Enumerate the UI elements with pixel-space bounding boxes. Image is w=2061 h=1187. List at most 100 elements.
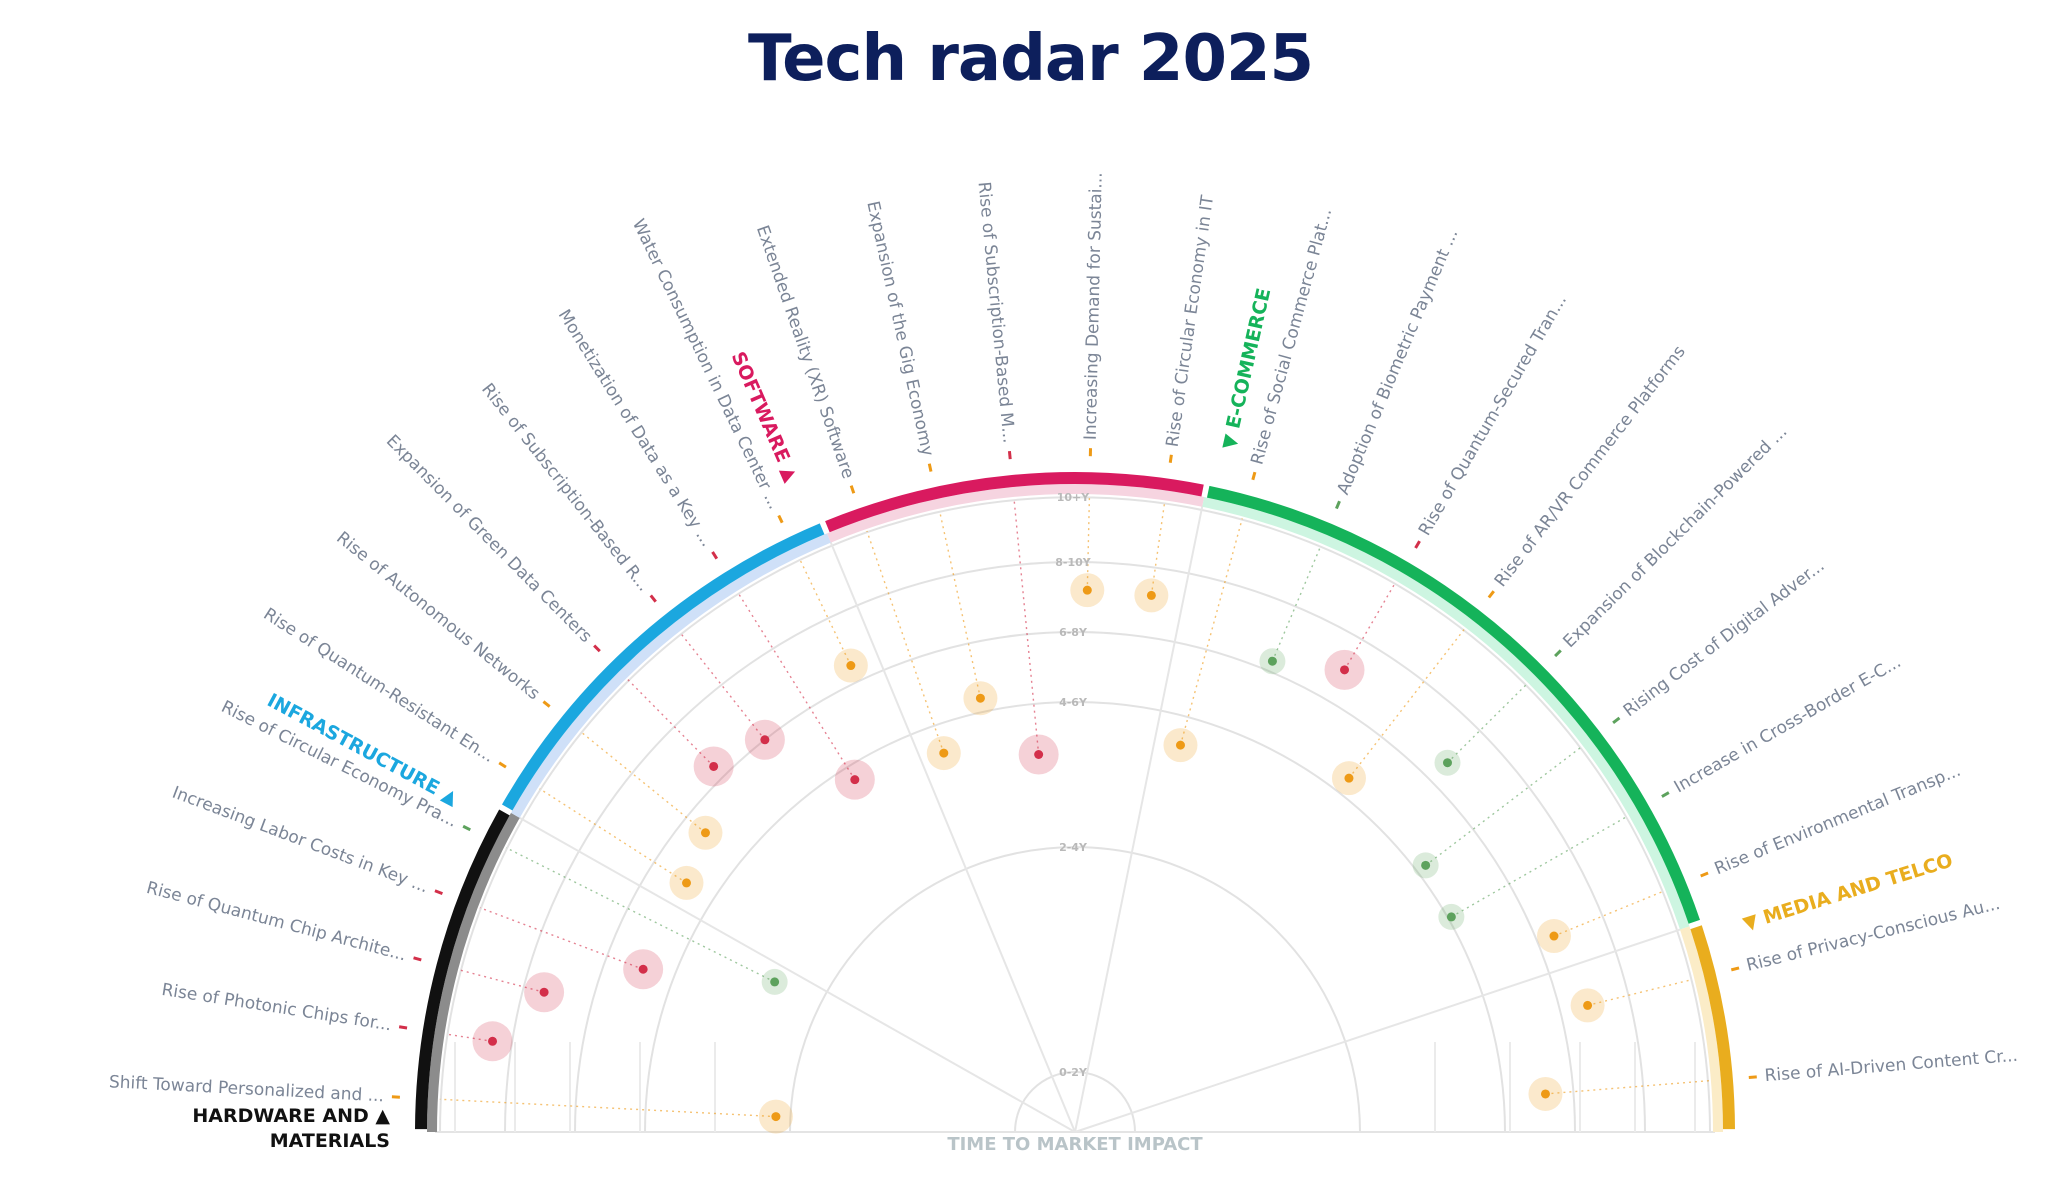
trend-dot	[1175, 740, 1185, 750]
ring-label-5: 10+Y	[1057, 491, 1091, 504]
trend-dot	[1082, 585, 1092, 595]
trend-label: Shift Toward Personalized and ...	[108, 1072, 384, 1106]
trend-label: Rising Cost of Digital Adver...	[1620, 556, 1829, 721]
trend-tick	[542, 700, 551, 708]
trend-leader	[938, 510, 982, 699]
axis-label: TIME TO MARKET IMPACT	[947, 1134, 1203, 1155]
trend-tick	[711, 551, 719, 560]
page-title: Tech radar 2025	[747, 22, 1314, 96]
sector-label-hardware: MATERIALS	[270, 1130, 390, 1152]
trend-dot	[488, 1036, 498, 1046]
trend-leader	[1343, 582, 1397, 671]
trend-dot	[709, 761, 719, 771]
trend-label: Adoption of Biometric Payment ...	[1333, 226, 1462, 498]
trend-label: Rise of Circular Economy in IT	[1163, 194, 1219, 449]
trend-tick	[1007, 451, 1012, 460]
trend-leader	[1271, 545, 1322, 662]
trend-label: Rise of AI-Driven Content Cr...	[1764, 1046, 2019, 1086]
ring-label-2: 4-6Y	[1059, 696, 1088, 709]
trend-label: Rise of Photonic Chips for...	[160, 980, 393, 1035]
trend-leader	[1425, 746, 1582, 866]
trend-dot	[771, 1112, 781, 1122]
trend-dot	[760, 735, 770, 745]
trend-dot	[770, 977, 780, 987]
spoke-2	[829, 540, 1076, 1133]
sector-band-2	[827, 483, 1205, 543]
sector-band-1	[511, 533, 831, 818]
spoke-4	[1074, 927, 1683, 1133]
trend-dot	[1421, 860, 1431, 870]
trend-tick	[649, 594, 657, 603]
ring-label-4: 8-10Y	[1055, 556, 1092, 569]
trend-leader	[1013, 498, 1040, 755]
trend-dots	[472, 573, 1605, 1134]
sector-band-0	[427, 812, 520, 1132]
trend-leader	[679, 632, 766, 741]
trend-tick	[1168, 454, 1173, 463]
trend-tick	[462, 824, 471, 832]
trend-dot	[539, 987, 549, 997]
trend-leader	[1179, 518, 1243, 746]
ring-label-0: 0-2Y	[1059, 1066, 1088, 1079]
trend-leader	[627, 679, 715, 767]
trend-label: Increase in Cross-Border E-C...	[1671, 652, 1905, 797]
trend-dot	[1146, 590, 1156, 600]
trend-dot	[1540, 1089, 1550, 1099]
sector-band-4	[1680, 926, 1723, 1132]
ring-label-1: 2-4Y	[1059, 841, 1088, 854]
ring-labels: 0-2Y 2-4Y 4-6Y 6-8Y 8-10Y 10+Y	[1055, 491, 1092, 1079]
trend-leader	[798, 558, 852, 666]
trend-dot	[1549, 931, 1559, 941]
trend-tick	[1730, 966, 1740, 972]
trend-tick	[1335, 500, 1341, 510]
trend-dot	[1034, 749, 1044, 759]
sector-arc-4	[1690, 925, 1735, 1130]
trend-dot	[939, 748, 949, 758]
trend-label: Rise of Quantum-Secured Tran...	[1415, 291, 1571, 539]
sector-band-3	[1202, 497, 1690, 930]
trend-tick	[1748, 1075, 1757, 1079]
trend-leader	[1150, 502, 1166, 596]
trend-leader	[1587, 978, 1693, 1007]
ring-0	[1014, 1071, 1136, 1133]
trend-dot	[1446, 912, 1456, 922]
spoke-3	[1074, 504, 1204, 1133]
trend-tick	[1700, 871, 1709, 878]
ring-4	[504, 561, 1646, 1133]
trend-tick	[593, 644, 601, 653]
trend-dot	[1442, 758, 1452, 768]
ring-3	[574, 631, 1576, 1133]
trend-tick	[1414, 540, 1421, 549]
trend-leader	[1446, 683, 1528, 764]
trend-tick	[1487, 590, 1495, 599]
trend-tick	[1251, 471, 1257, 481]
trend-dot	[638, 964, 648, 974]
trend-leader	[505, 847, 775, 983]
trend-dot	[846, 661, 856, 671]
trend-tick	[1612, 716, 1621, 725]
trend-labels: Shift Toward Personalized and ... Rise of…	[108, 172, 2018, 1106]
ring-label-3: 6-8Y	[1059, 626, 1088, 639]
trend-tick	[849, 485, 856, 494]
ring-1	[789, 846, 1361, 1133]
trend-dot	[1267, 656, 1277, 666]
trend-leader	[1086, 496, 1091, 591]
ring-2	[644, 701, 1506, 1133]
radar-rings	[435, 496, 1715, 1133]
spoke-1	[517, 815, 1076, 1133]
trend-leaders	[391, 448, 1757, 1118]
trend-tick	[398, 1025, 408, 1030]
trend-leader	[580, 731, 706, 834]
trend-tick	[1661, 791, 1670, 798]
trend-label: Increasing Demand for Sustai...	[1081, 172, 1107, 440]
trend-leader	[446, 1033, 493, 1042]
trend-dot	[681, 878, 691, 888]
trend-tick	[434, 889, 443, 896]
sector-arcs	[415, 471, 1735, 1132]
trend-dot	[1583, 1000, 1593, 1010]
trend-label: Rise of Subscription-Based M...	[974, 181, 1019, 444]
trend-leader	[1348, 628, 1465, 779]
trend-tick	[498, 761, 507, 769]
trend-leader	[1553, 890, 1664, 937]
